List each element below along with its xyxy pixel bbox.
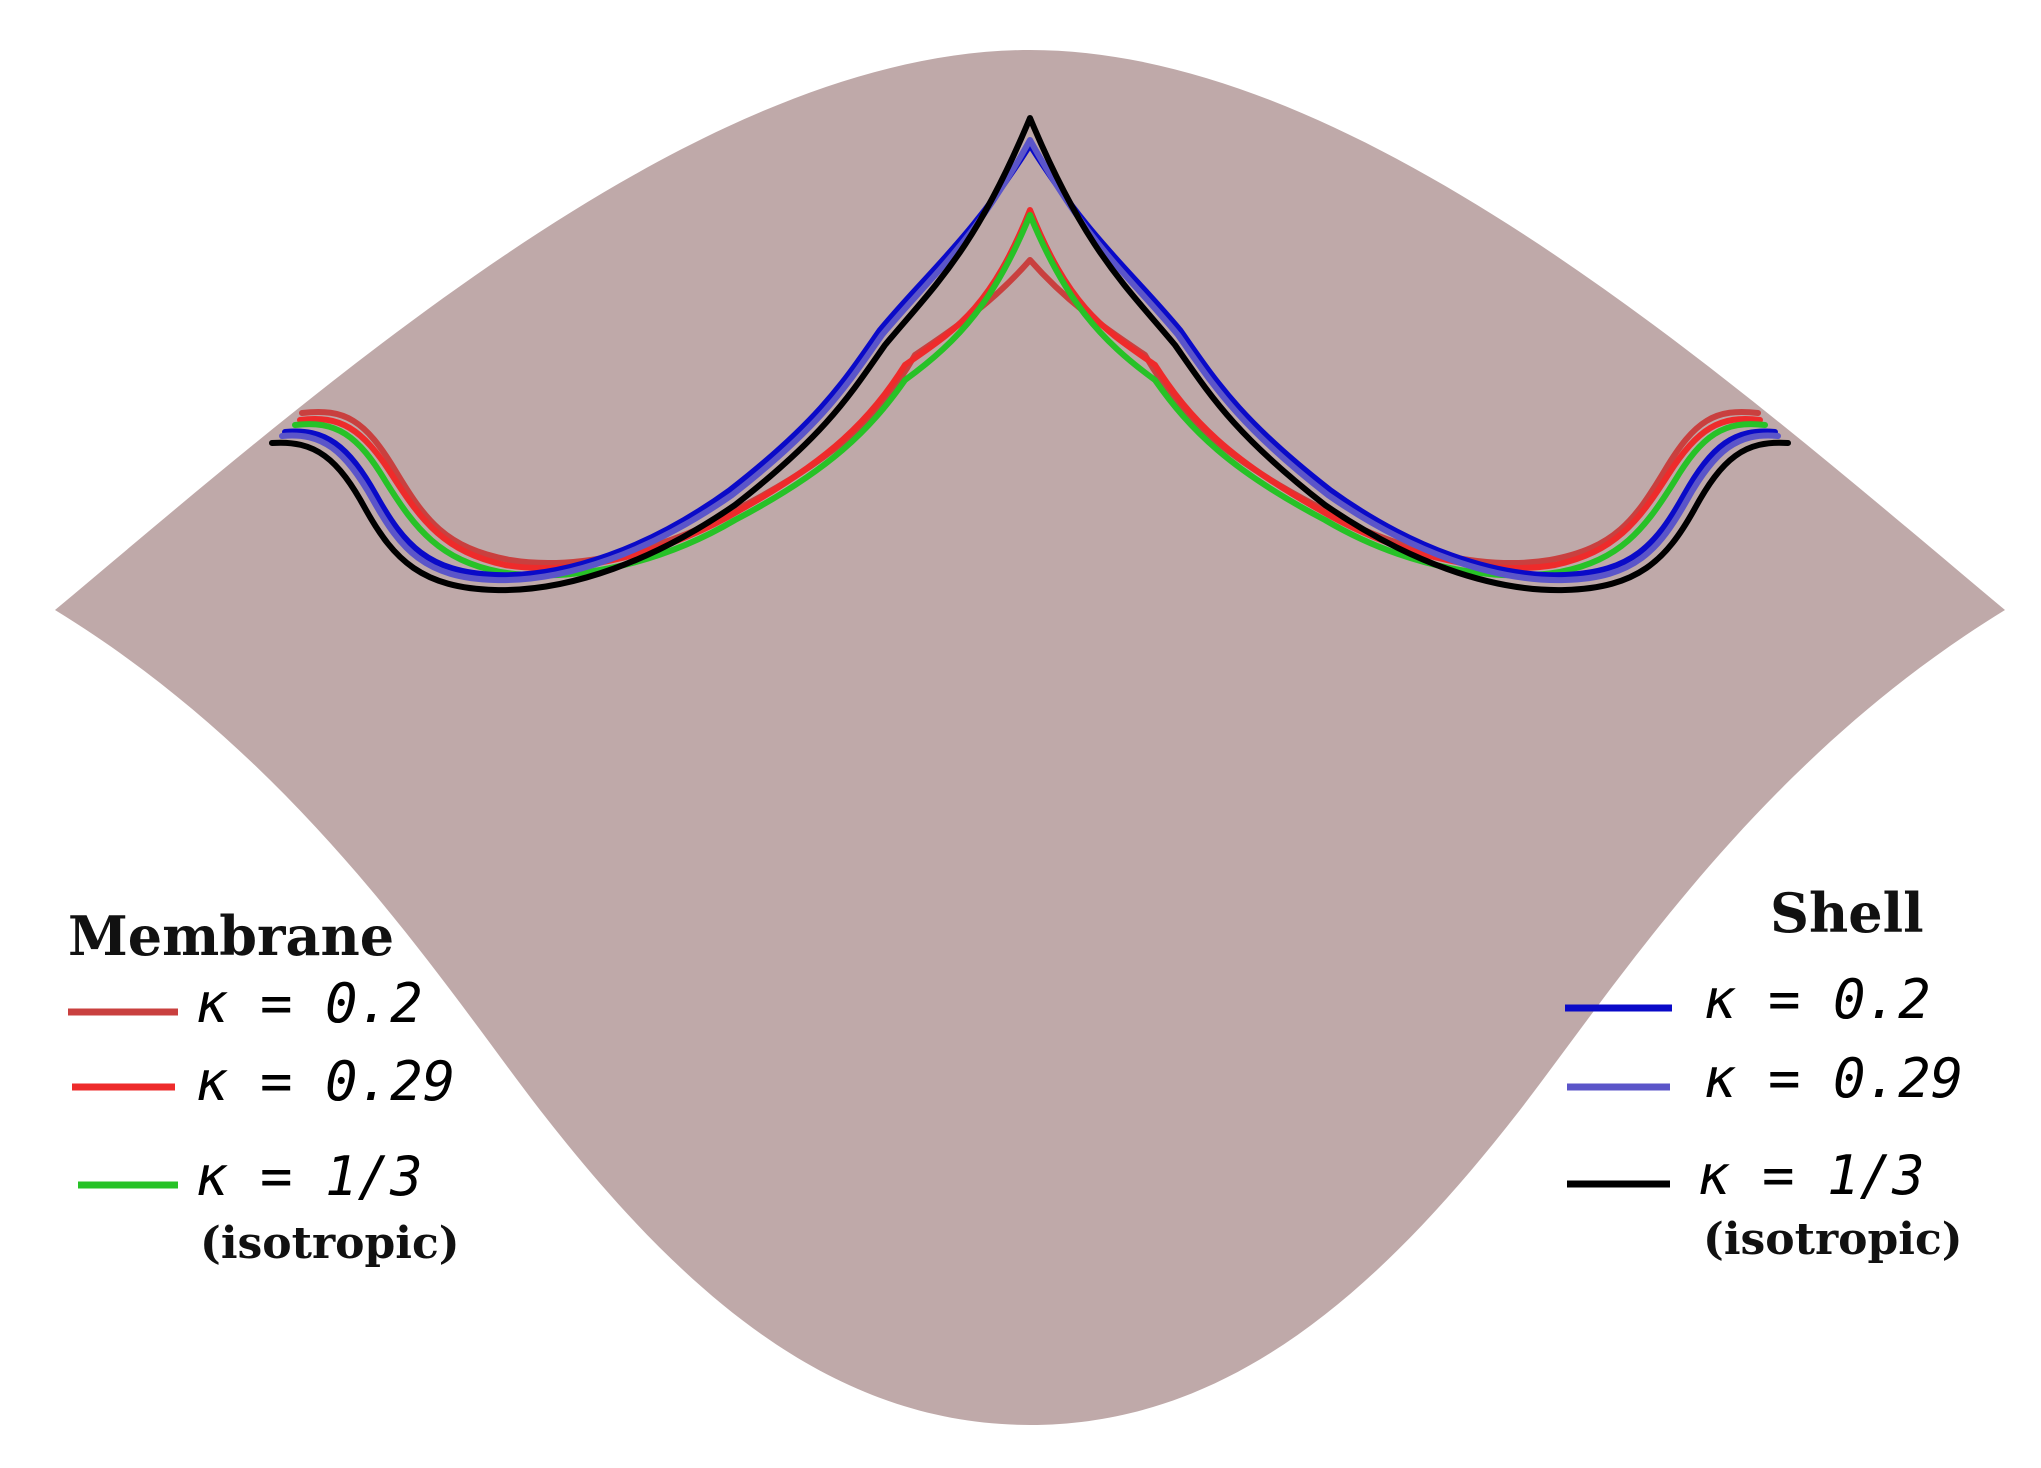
legend-label-shell-0-29: κ = 0.29 [1703,1047,1963,1110]
legend-membrane: Membrane κ = 0.2 κ = 0.29 κ = 1/3 (isotr… [68,904,460,1269]
legend-shell-title: Shell [1770,881,1924,945]
shell-curve-k-0-29 [279,137,1781,584]
legend-label-shell-1-3: κ = 1/3 [1697,1144,1925,1207]
boundary-curves [269,115,1791,594]
legend-label-shell-0-2: κ = 0.2 [1703,968,1931,1031]
membrane-curve-k-0-29 [297,207,1763,571]
legend-label-membrane-0-2: κ = 0.2 [195,972,423,1035]
membrane-curve-k-0-2 [299,257,1761,566]
shell-curve-k-1-3 [269,115,1791,594]
legend-shell: Shell κ = 0.2 κ = 0.29 κ = 1/3 (isotropi… [1565,881,1963,1265]
legend-label-membrane-1-3: κ = 1/3 [195,1145,423,1208]
legend-note-shell: (isotropic) [1703,1214,1963,1265]
legend-note-membrane: (isotropic) [200,1218,460,1269]
legend-membrane-title: Membrane [68,904,394,968]
membrane-curve-k-1-3 [292,212,1768,579]
curved-sheet-shape [55,50,2005,1425]
legend-label-membrane-0-29: κ = 0.29 [195,1050,455,1113]
